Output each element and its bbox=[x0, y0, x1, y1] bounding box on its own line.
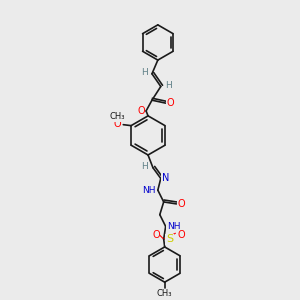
Text: O: O bbox=[137, 106, 145, 116]
Text: S: S bbox=[166, 234, 173, 244]
Text: O: O bbox=[114, 119, 121, 129]
Text: NH: NH bbox=[167, 222, 180, 231]
Text: O: O bbox=[178, 199, 185, 209]
Text: O: O bbox=[167, 98, 174, 108]
Text: CH₃: CH₃ bbox=[157, 290, 172, 298]
Text: O: O bbox=[152, 230, 160, 240]
Text: H: H bbox=[165, 81, 172, 90]
Text: N: N bbox=[162, 173, 169, 184]
Text: O: O bbox=[178, 230, 185, 240]
Text: H: H bbox=[141, 162, 148, 171]
Text: H: H bbox=[141, 68, 148, 77]
Text: CH₃: CH₃ bbox=[110, 112, 125, 121]
Text: NH: NH bbox=[142, 186, 156, 195]
